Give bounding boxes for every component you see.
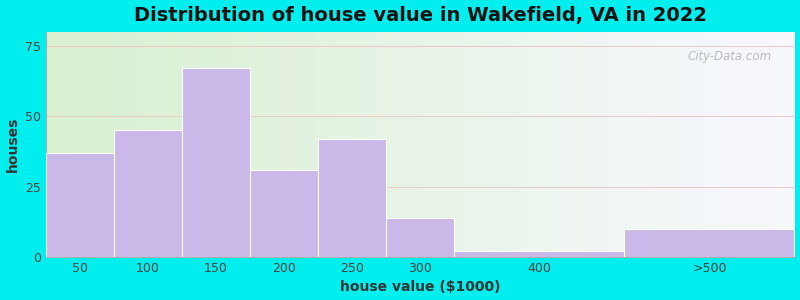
Bar [318, 139, 386, 257]
X-axis label: house value ($1000): house value ($1000) [340, 280, 501, 294]
Title: Distribution of house value in Wakefield, VA in 2022: Distribution of house value in Wakefield… [134, 6, 706, 25]
Bar [182, 68, 250, 257]
Y-axis label: houses: houses [6, 117, 19, 172]
Bar [454, 251, 624, 257]
Bar [624, 229, 794, 257]
Bar [46, 153, 114, 257]
Text: City-Data.com: City-Data.com [688, 50, 772, 63]
Bar [250, 170, 318, 257]
Bar [386, 218, 454, 257]
Bar [114, 130, 182, 257]
